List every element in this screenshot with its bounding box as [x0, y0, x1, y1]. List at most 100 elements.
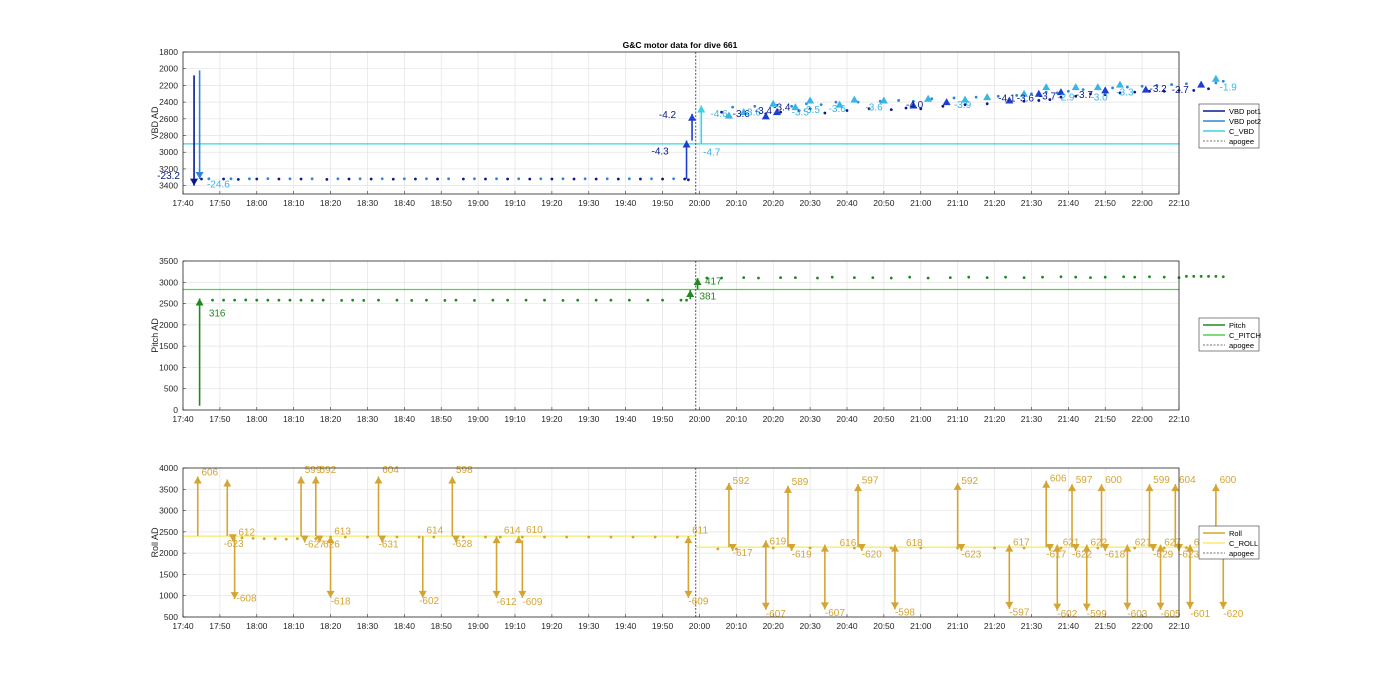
x-tick-label: 22:10	[1168, 621, 1190, 631]
data-label: -620	[1223, 609, 1243, 620]
x-tick-label: 18:30	[357, 414, 379, 424]
y-tick-label: 3000	[159, 147, 178, 157]
data-label: -3.7	[1076, 90, 1094, 101]
x-tick-label: 19:10	[504, 198, 526, 208]
data-point	[310, 298, 314, 302]
y-tick-label: 3000	[159, 277, 178, 287]
data-label: -628	[452, 539, 472, 550]
x-tick-label: 21:30	[1021, 198, 1043, 208]
marker-triangle	[1042, 83, 1051, 91]
data-label: -4.2	[659, 110, 677, 121]
data-point	[377, 298, 380, 302]
x-tick-label: 20:40	[836, 198, 858, 208]
data-label: -3.0	[1090, 92, 1108, 103]
roll-swing-down-head	[1149, 544, 1158, 552]
roll-swing-up-head	[761, 540, 770, 548]
x-tick-label: 19:30	[578, 621, 600, 631]
x-tick-label: 20:20	[763, 198, 785, 208]
y-tick-label: 3500	[159, 484, 178, 494]
y-tick-label: 2500	[159, 527, 178, 537]
x-tick-label: 18:50	[431, 198, 453, 208]
data-point	[1122, 275, 1126, 279]
data-point	[1015, 94, 1019, 97]
x-tick-label: 21:20	[984, 621, 1006, 631]
data-point	[1207, 274, 1210, 278]
roll-swing-down-head	[1053, 603, 1062, 611]
data-point	[295, 537, 299, 541]
legend-entry: C_PITCH	[1229, 331, 1261, 340]
roll-swing-down-head	[957, 544, 966, 552]
data-label: 592	[733, 476, 750, 487]
data-point	[956, 546, 960, 550]
data-point	[299, 298, 303, 302]
data-point	[395, 298, 399, 302]
y-tick-label: 2200	[159, 80, 178, 90]
data-label: -602	[1057, 609, 1077, 620]
data-label: 614	[504, 526, 521, 537]
roll-swing-down-head	[820, 602, 829, 610]
data-point	[705, 276, 709, 280]
x-tick-label: 19:20	[541, 198, 563, 208]
data-label: 610	[526, 525, 543, 536]
y-axis-label: Roll AD	[150, 527, 160, 558]
roll-swing-up-head	[1171, 484, 1180, 492]
data-point	[834, 100, 838, 104]
data-point	[1184, 546, 1188, 550]
roll-swing-up-head	[1097, 484, 1106, 492]
x-tick-label: 19:00	[467, 414, 489, 424]
data-point	[1059, 95, 1063, 99]
arrow-head	[693, 278, 702, 286]
arrow-head	[688, 113, 697, 121]
data-label: -3.4	[773, 102, 791, 113]
x-tick-label: 20:40	[836, 414, 858, 424]
data-point	[605, 177, 609, 181]
x-tick-label: 19:50	[652, 621, 674, 631]
data-point	[672, 177, 676, 181]
data-point	[753, 104, 757, 108]
marker-triangle	[850, 95, 859, 103]
data-point	[517, 177, 521, 181]
data-point	[1207, 87, 1210, 91]
roll-swing-down-head	[1101, 544, 1110, 552]
data-point	[1162, 89, 1166, 93]
data-label: -617	[733, 548, 753, 559]
data-point	[594, 298, 598, 302]
data-point	[904, 106, 908, 110]
data-point	[222, 298, 225, 302]
data-label: 381	[699, 292, 716, 303]
data-point	[889, 108, 893, 112]
data-label: 616	[840, 538, 857, 549]
data-label: -618	[331, 597, 351, 608]
x-tick-label: 18:00	[246, 198, 268, 208]
roll-swing-up-head	[448, 476, 457, 484]
data-point	[930, 97, 934, 101]
data-label: 621	[1063, 537, 1080, 548]
data-label: 612	[238, 527, 255, 538]
roll-swing-down-head	[761, 602, 770, 610]
x-tick-label: 21:30	[1021, 414, 1043, 424]
x-tick-label: 21:00	[910, 621, 932, 631]
roll-swing-up-head	[193, 476, 202, 484]
x-tick-label: 18:10	[283, 621, 305, 631]
data-point	[1074, 275, 1078, 279]
x-tick-label: 17:50	[209, 414, 231, 424]
data-point	[277, 177, 281, 181]
data-label: 604	[382, 465, 399, 476]
data-point	[1089, 92, 1092, 96]
marker-triangle	[806, 96, 815, 104]
roll-swing-down-head	[378, 535, 387, 543]
data-label: 618	[906, 538, 923, 549]
data-point	[1184, 274, 1188, 278]
y-tick-label: 2500	[159, 299, 178, 309]
x-tick-label: 20:50	[873, 414, 895, 424]
marker-triangle	[961, 95, 970, 103]
legend-entry: C_ROLL	[1229, 539, 1258, 548]
marker-triangle	[772, 108, 781, 116]
data-label: 600	[1220, 475, 1237, 486]
roll-swing-down-head	[451, 535, 460, 543]
data-label: -617	[1046, 549, 1066, 560]
x-tick-label: 20:50	[873, 621, 895, 631]
data-point	[417, 535, 421, 539]
